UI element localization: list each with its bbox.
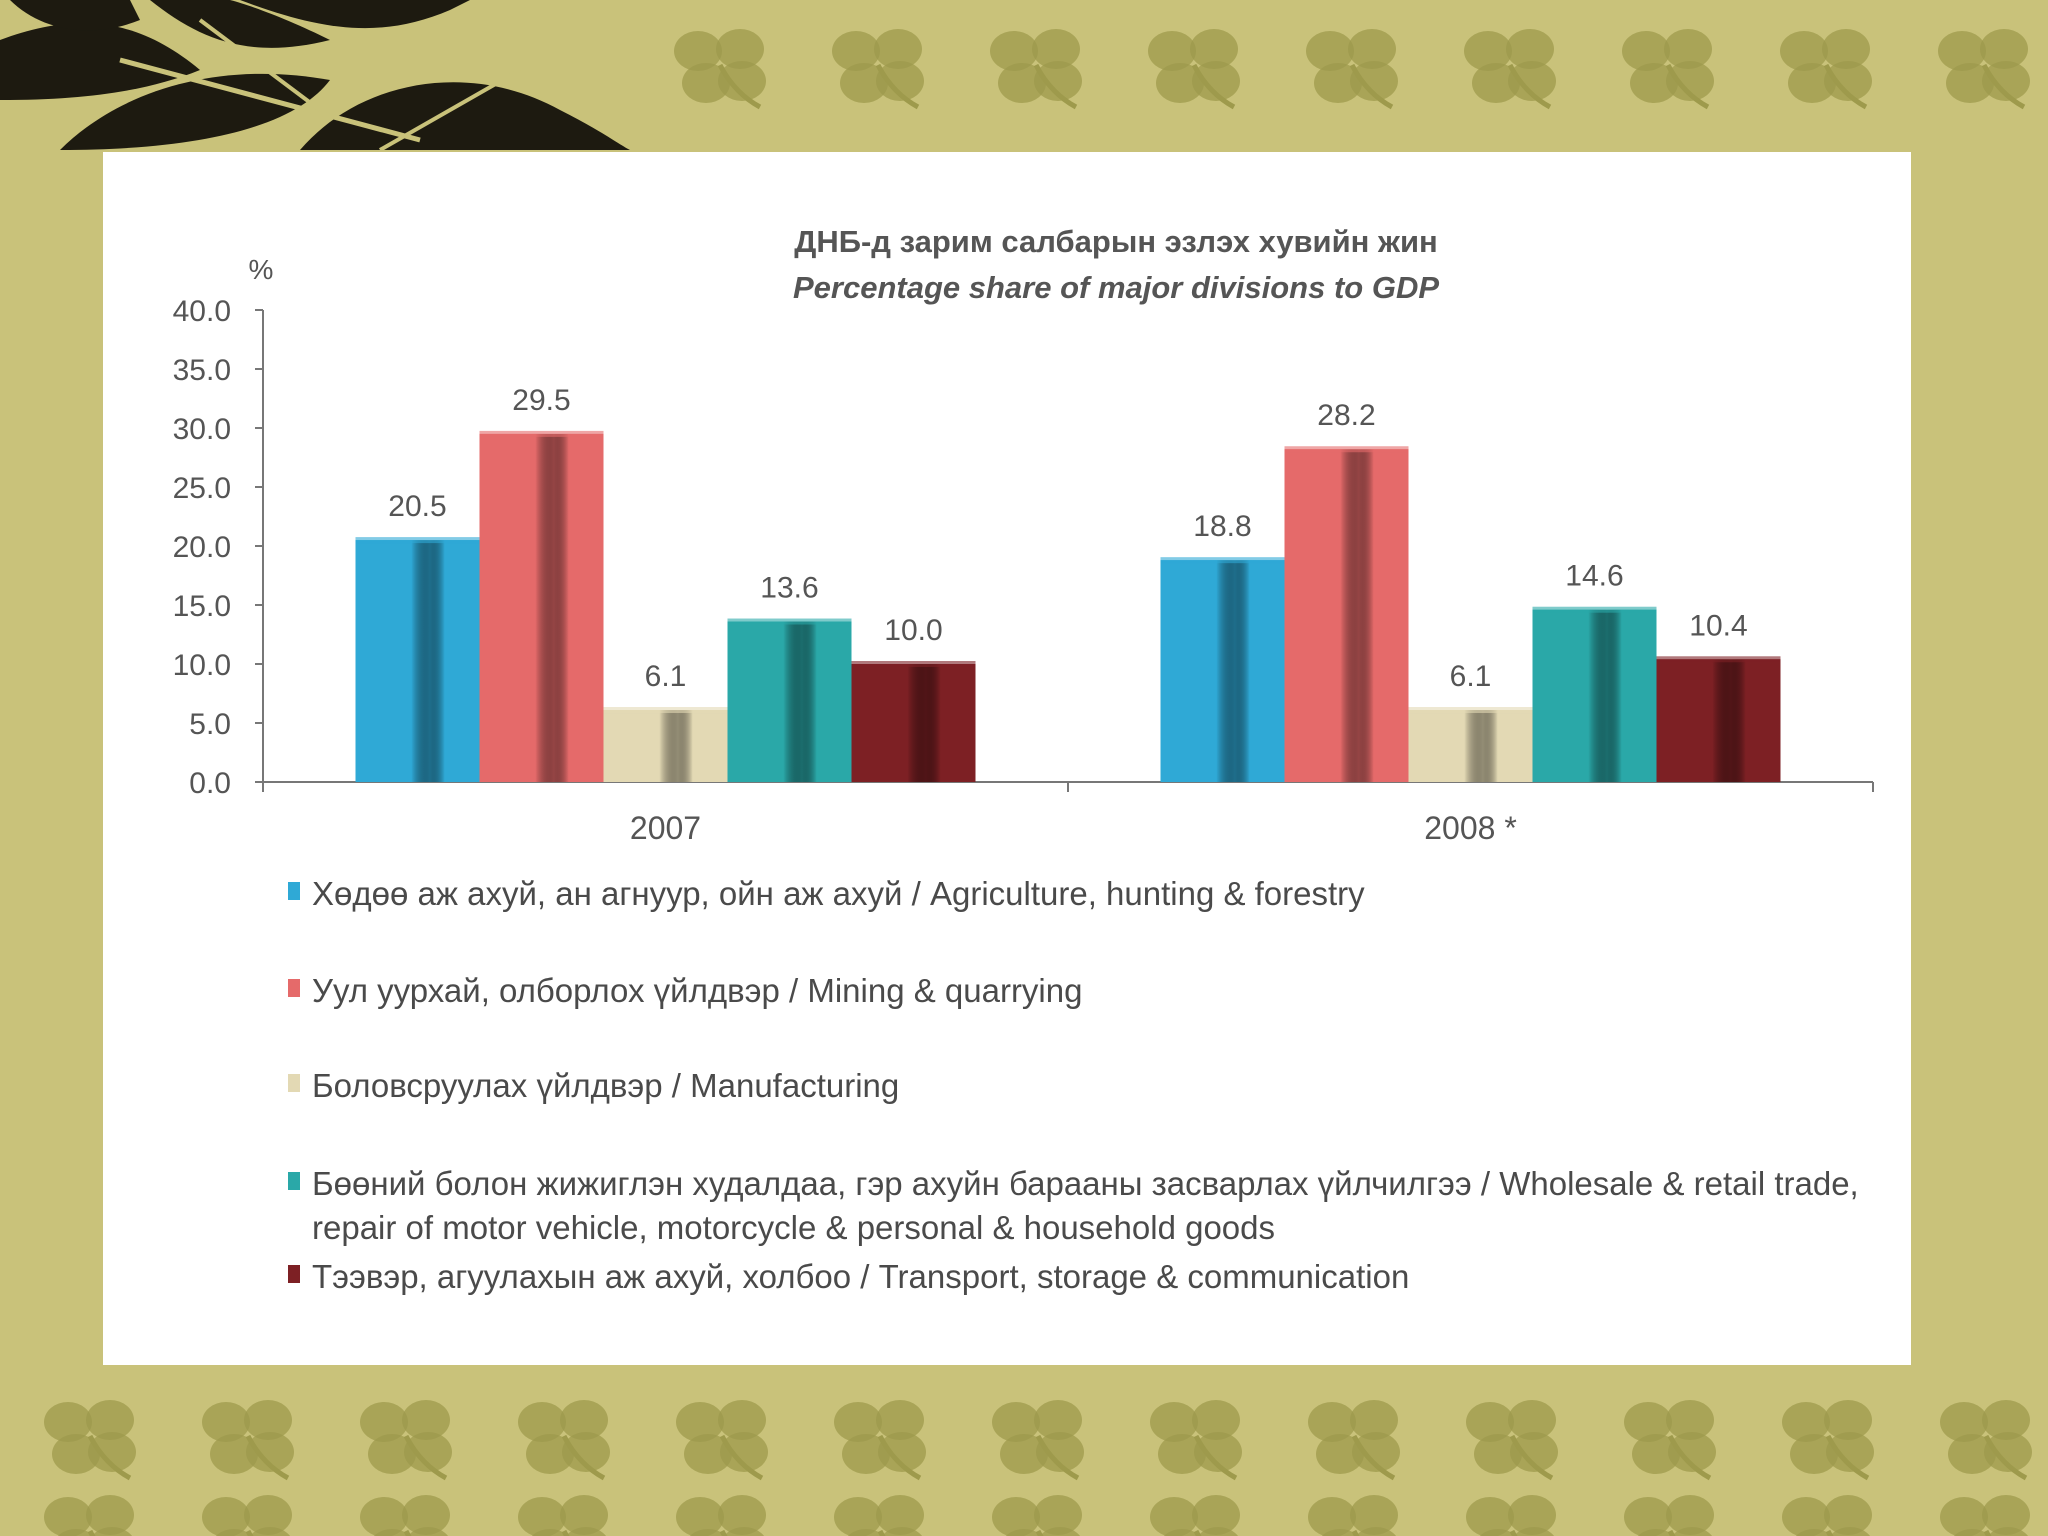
y-tick-label: 30.0 — [173, 413, 231, 446]
clover-ornament-icon — [834, 1495, 924, 1536]
clover-ornament-icon — [674, 29, 766, 110]
clover-ornament-icon — [1780, 29, 1872, 110]
clover-ornament-icon — [1148, 29, 1240, 110]
data-label: 6.1 — [1450, 660, 1492, 693]
legend-swatch — [288, 979, 300, 997]
clover-ornament-icon — [518, 1495, 608, 1536]
bar-cap — [1284, 446, 1409, 453]
chart-panel: ДНБ-д зарим салбарын эзлэх хувийн жин Pe… — [103, 152, 1911, 1365]
legend-item-transport: Тээвэр, агуулахын аж ахуй, холбоо / Tran… — [288, 1255, 1872, 1299]
legend-item-trade: Бөөний болон жижиглэн худалдаа, гэр ахуй… — [288, 1162, 1872, 1250]
clover-ornament-icon — [1464, 29, 1556, 110]
clover-ornament-icon — [1308, 1495, 1398, 1536]
clover-ornament-icon — [834, 1400, 926, 1481]
clover-ornament-icon — [992, 1400, 1084, 1481]
y-tick-label: 15.0 — [173, 590, 231, 623]
bar-shading — [1532, 609, 1657, 782]
y-tick-label: 25.0 — [173, 472, 231, 505]
bar-cap — [355, 537, 480, 544]
bar-cap — [1408, 707, 1533, 714]
legend-item-agriculture: Хөдөө аж ахуй, ан агнуур, ойн аж ахуй / … — [288, 872, 1872, 916]
legend-label: Бөөний болон жижиглэн худалдаа, гэр ахуй… — [312, 1165, 1859, 1246]
clover-ornament-icon — [1624, 1495, 1714, 1536]
clover-ornament-icon — [1308, 1400, 1400, 1481]
chart-subtitle: Percentage share of major divisions to G… — [793, 270, 1439, 305]
clover-ornament-icon — [1622, 29, 1714, 110]
legend-swatch — [288, 1265, 300, 1283]
data-label: 29.5 — [512, 384, 570, 417]
bar-cap — [479, 430, 604, 437]
clover-ornament-icon — [676, 1400, 768, 1481]
y-tick-label: 10.0 — [173, 649, 231, 682]
legend-item-mining: Уул уурхай, олборлох үйлдвэр / Mining & … — [288, 969, 1872, 1013]
legend-label: Хөдөө аж ахуй, ан агнуур, ойн аж ахуй / … — [312, 875, 1365, 912]
bottom-ornament-band — [44, 1400, 2032, 1536]
bar-shading — [727, 621, 852, 782]
bar-shading — [355, 540, 480, 782]
clover-ornament-icon — [1150, 1400, 1242, 1481]
clover-ornament-icon — [1150, 1495, 1240, 1536]
clover-ornament-icon — [360, 1400, 452, 1481]
legend-label: Боловсруулах үйлдвэр / Manufacturing — [312, 1067, 900, 1104]
leaf-decoration-icon — [0, 0, 630, 150]
clover-ornament-icon — [1938, 29, 2030, 110]
clover-ornament-icon — [44, 1400, 136, 1481]
clover-ornament-icon — [1466, 1400, 1558, 1481]
bar-cap — [1160, 557, 1285, 564]
clover-ornament-icon — [1624, 1400, 1716, 1481]
clover-ornament-icon — [1306, 29, 1398, 110]
data-label: 6.1 — [645, 660, 687, 693]
bar-cap — [727, 618, 852, 625]
bar-cap — [1532, 606, 1657, 613]
legend-label: Тээвэр, агуулахын аж ахуй, холбоо / Tran… — [312, 1258, 1410, 1295]
data-label: 14.6 — [1565, 560, 1623, 593]
top-ornament-band — [674, 29, 2030, 110]
data-label: 20.5 — [388, 490, 446, 523]
clover-ornament-icon — [44, 1495, 134, 1536]
clover-ornament-icon — [202, 1495, 292, 1536]
legend-label: Уул уурхай, олборлох үйлдвэр / Mining & … — [312, 972, 1083, 1009]
y-tick-label: 35.0 — [173, 354, 231, 387]
clover-ornament-icon — [360, 1495, 450, 1536]
clover-ornament-icon — [992, 1495, 1082, 1536]
clover-ornament-icon — [1782, 1495, 1872, 1536]
clover-ornament-icon — [676, 1495, 766, 1536]
y-axis-unit-label: % — [249, 254, 274, 285]
clover-ornament-icon — [1940, 1400, 2032, 1481]
x-tick-label: 2008 * — [1424, 810, 1517, 846]
y-tick-label: 0.0 — [189, 767, 231, 800]
x-tick-label: 2007 — [630, 810, 701, 846]
data-label: 18.8 — [1193, 510, 1251, 543]
bar-cap — [851, 661, 976, 667]
clover-ornament-icon — [518, 1400, 610, 1481]
bar-shading — [1656, 659, 1781, 782]
clover-ornament-icon — [202, 1400, 294, 1481]
bar-shading — [1408, 710, 1533, 782]
bar-cap — [603, 707, 728, 714]
bar-shading — [851, 664, 976, 782]
clover-ornament-icon — [832, 29, 924, 110]
clover-ornament-icon — [990, 29, 1082, 110]
data-label: 10.0 — [884, 614, 942, 647]
y-tick-label: 40.0 — [173, 295, 231, 328]
clover-ornament-icon — [1466, 1495, 1556, 1536]
chart-title: ДНБ-д зарим салбарын эзлэх хувийн жин — [794, 224, 1438, 259]
bar-cap — [1656, 656, 1781, 663]
legend-swatch — [288, 1172, 300, 1190]
clover-ornament-icon — [1940, 1495, 2030, 1536]
bar-shading — [479, 433, 604, 782]
data-label: 10.4 — [1689, 609, 1747, 642]
bar-chart: ДНБ-д зарим салбарын эзлэх хувийн жин Pe… — [173, 224, 1874, 846]
y-tick-label: 20.0 — [173, 531, 231, 564]
legend-swatch — [288, 882, 300, 900]
data-label: 13.6 — [760, 572, 818, 605]
bar-shading — [1160, 560, 1285, 782]
legend-swatch — [288, 1074, 300, 1092]
bar-shading — [603, 710, 728, 782]
y-tick-label: 5.0 — [189, 708, 231, 741]
bar-shading — [1284, 449, 1409, 782]
legend-item-manufacturing: Боловсруулах үйлдвэр / Manufacturing — [288, 1064, 1872, 1108]
clover-ornament-icon — [1782, 1400, 1874, 1481]
data-label: 28.2 — [1317, 399, 1375, 432]
